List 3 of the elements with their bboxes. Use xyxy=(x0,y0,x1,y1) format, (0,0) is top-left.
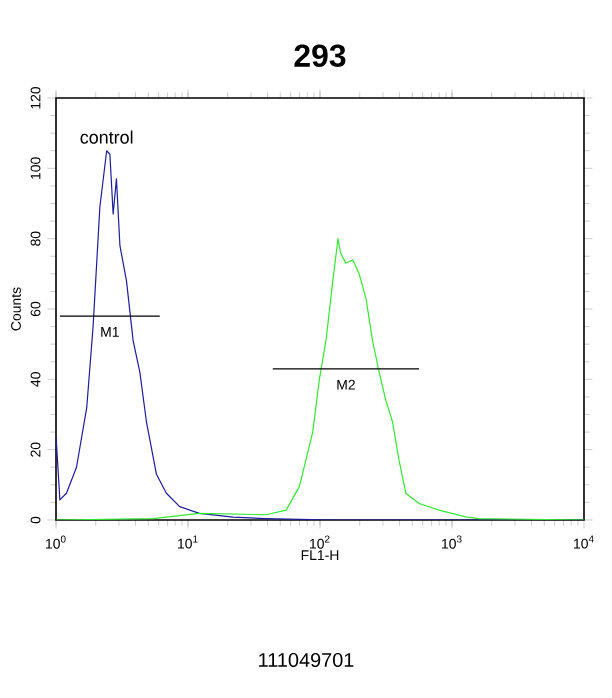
series-label: control xyxy=(80,130,133,144)
chart-title: 293 xyxy=(294,44,346,67)
text: 111049701 xyxy=(259,652,354,668)
